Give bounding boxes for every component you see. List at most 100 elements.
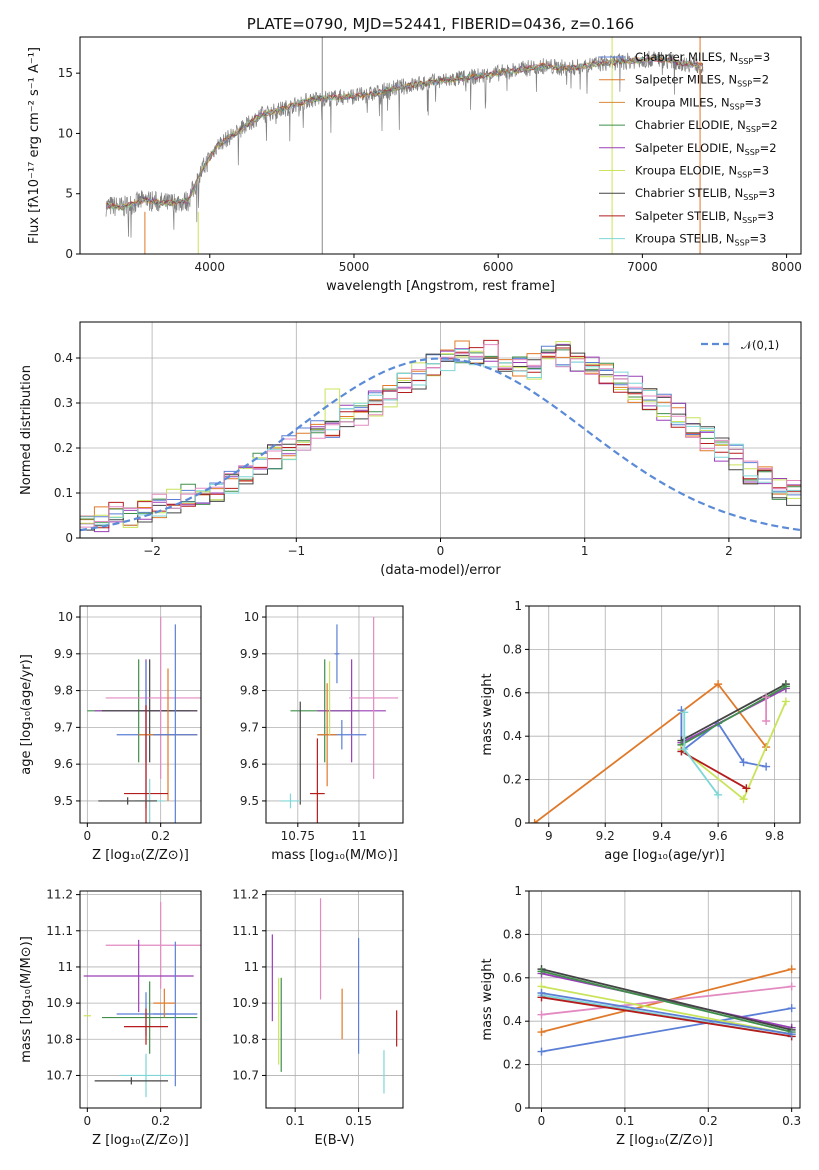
y-tick-label: 0.2 [54, 441, 73, 455]
y-tick-label: 15 [58, 66, 73, 80]
y-tick-label: 0.6 [503, 971, 522, 985]
weight-line-4 [541, 968, 792, 1031]
y-tick-label: 9.7 [54, 720, 73, 734]
weight-marker [787, 965, 796, 974]
y-tick-label: 9.6 [54, 757, 73, 771]
weight-line-5 [541, 970, 792, 1033]
x-tick-label: 0.2 [699, 1114, 718, 1128]
legend-entry: Chabrier ELODIE, NSSP=2 [635, 118, 778, 134]
x-tick-label: 0 [538, 1114, 546, 1128]
weight-marker [714, 680, 723, 689]
y-tick-label: 0.4 [54, 351, 73, 365]
y-tick-label: 9.8 [54, 684, 73, 698]
y-tick-label: 0.4 [503, 729, 522, 743]
y-tick-label: 0 [514, 1101, 522, 1115]
x-tick-label: 9.6 [709, 829, 728, 843]
weight-line-4 [680, 685, 787, 746]
plot-area-mass-vs-EBV [271, 898, 398, 1094]
weight-marker [781, 682, 790, 691]
legend-entry: Salpeter ELODIE, NSSP=2 [635, 141, 777, 157]
axes-spectrum: 4000 5000 6000 7000 8000 0 5 10 15 wavelength [An… [27, 15, 802, 294]
y-tick-label: 10.8 [232, 1032, 259, 1046]
histogram-5 [80, 344, 801, 531]
axes-frame [265, 605, 404, 824]
x-tick-label: 9.4 [652, 829, 671, 843]
y-tick-label: 5 [65, 187, 73, 201]
x-tick-label: 6000 [483, 260, 514, 274]
y-tick-label: 9.5 [240, 794, 259, 808]
axes-mass-vs-EBV: 0.1 0.15 10.7 10.8 10.9 11 11.1 11.2 E(B-V) [232, 888, 404, 1148]
x-axis-label: (data-model)/error [380, 563, 501, 578]
weight-line-3 [541, 972, 792, 1029]
weight-marker [762, 762, 771, 771]
y-tick-label: 10.7 [232, 1068, 259, 1082]
weight-line-9 [541, 992, 792, 1036]
x-tick-label: 0 [84, 829, 92, 843]
x-tick-label: 7000 [627, 260, 658, 274]
weight-marker [742, 784, 751, 793]
axes-age-vs-Z: 0 0.2 9.5 9.6 9.7 9.8 9.9 10 Z [log₁₀(Z/Z⊙)] age … [19, 605, 202, 863]
y-tick-label: 10 [58, 126, 73, 140]
y-tick-label: 0.8 [503, 927, 522, 941]
y-tick-label: 0.4 [503, 1014, 522, 1028]
weight-marker [739, 795, 748, 804]
axes-frame [265, 890, 404, 1109]
x-axis-label: E(B-V) [314, 1133, 354, 1148]
axes-weight-vs-age: 9 9.2 9.4 9.6 9.8 0 0.2 0.4 0.6 0.8 1 age [log₁₀(ag… [480, 599, 801, 863]
y-tick-label: 11 [58, 960, 73, 974]
y-tick-label: 11.1 [46, 924, 73, 938]
weight-line-8 [541, 996, 792, 1038]
weight-line-3 [680, 683, 787, 742]
y-tick-label: 10.9 [46, 996, 73, 1010]
legend-entry: Kroupa STELIB, NSSP=3 [635, 232, 766, 248]
axes-frame [528, 890, 801, 1109]
weight-marker [537, 1028, 546, 1037]
chart-title: PLATE=0790, MJD=52441, FIBERID=0436, z=0… [247, 15, 634, 33]
legend-entry: Kroupa ELODIE, NSSP=3 [635, 164, 769, 180]
x-axis-label: wavelength [Angstrom, rest frame] [326, 279, 555, 294]
weight-marker [762, 717, 771, 726]
axes-residuals: −2 −1 0 1 2 0 0.1 0.2 0.3 0.4 (data-model)/error No… [19, 321, 802, 578]
y-tick-label: 11.1 [232, 924, 259, 938]
axes-age-vs-mass: 10.75 11 9.5 9.6 9.7 9.8 9.9 10 mass [log₁₀(M/M⊙… [240, 605, 404, 863]
x-tick-label: 9.2 [596, 829, 615, 843]
weight-line-7 [683, 712, 719, 796]
x-axis-label: Z [log₁₀(Z/Z⊙)] [92, 1133, 189, 1148]
y-tick-label: 10.9 [232, 996, 259, 1010]
weight-line-6 [541, 985, 792, 1036]
plot-area-age-vs-Z [87, 617, 201, 823]
plot-area-spectrum [105, 37, 704, 254]
y-tick-label: 9.6 [240, 757, 259, 771]
y-axis-label: mass [log₁₀(M/M⊙)] [19, 936, 34, 1063]
x-tick-label: −2 [143, 544, 161, 558]
plot-area-weight-vs-age [530, 680, 790, 823]
x-tick-label: 0.3 [782, 1114, 801, 1128]
y-tick-label: 10 [244, 610, 259, 624]
legend-entry: Salpeter MILES, NSSP=2 [635, 73, 769, 89]
y-tick-label: 0 [65, 247, 73, 261]
x-tick-label: 0.15 [345, 1114, 372, 1128]
plot-area-mass-vs-Z [83, 901, 201, 1098]
weight-marker [714, 790, 723, 799]
weight-marker [537, 988, 546, 997]
x-tick-label: 9.8 [765, 829, 784, 843]
x-tick-label: 0 [437, 544, 445, 558]
model-line-8 [105, 55, 704, 210]
y-tick-label: 9.7 [240, 720, 259, 734]
weight-marker [537, 1010, 546, 1019]
y-tick-label: 11 [244, 960, 259, 974]
y-tick-label: 10.8 [46, 1032, 73, 1046]
x-axis-label: mass [log₁₀(M/M⊙)] [271, 848, 398, 863]
weight-marker [787, 1030, 796, 1039]
x-tick-label: 0.2 [151, 1114, 170, 1128]
y-tick-label: 9.9 [54, 647, 73, 661]
axes-frame [79, 36, 802, 255]
legend-entry: Salpeter STELIB, NSSP=3 [635, 209, 774, 225]
x-axis-label: Z [log₁₀(Z/Z⊙)] [616, 1133, 713, 1148]
y-tick-label: 9.9 [240, 647, 259, 661]
axes-mass-vs-Z: 0 0.2 10.7 10.8 10.9 11 11.1 11.2 Z [log₁₀(Z/Z⊙)… [19, 888, 202, 1148]
weight-marker [537, 967, 546, 976]
y-tick-label: 9.5 [54, 794, 73, 808]
spectrum-data-line [105, 50, 704, 238]
weight-marker [762, 693, 771, 702]
